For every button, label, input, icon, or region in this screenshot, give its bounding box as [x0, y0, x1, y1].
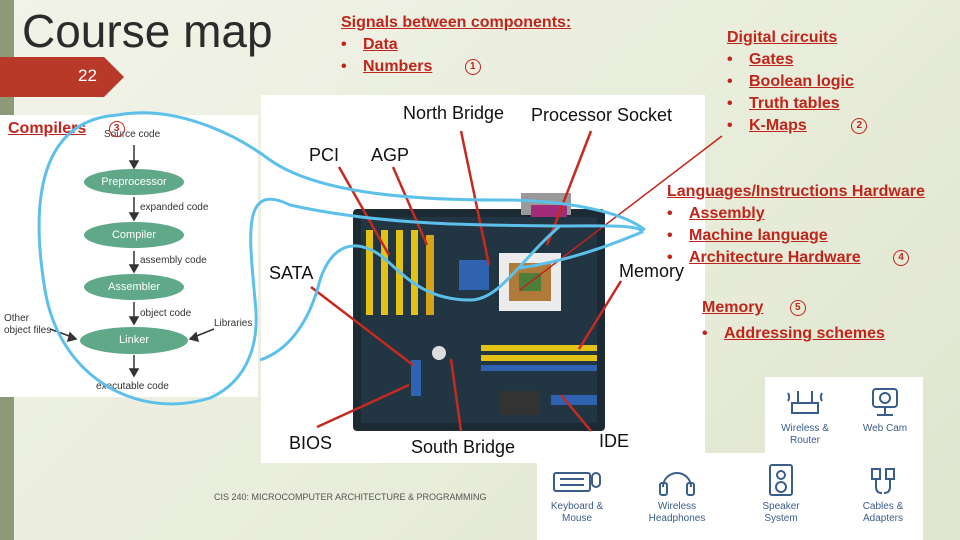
device-keyboard-mouse: Keyboard & Mouse: [541, 463, 613, 525]
digital-pointer-line: [520, 136, 722, 290]
device-headphones: Wireless Headphones: [641, 463, 713, 525]
devices-panel-top: Wireless & Router Web Cam: [765, 377, 923, 453]
device-speaker: Speaker System: [745, 463, 817, 525]
headphones-icon: [657, 463, 697, 497]
speaker-icon: [766, 463, 796, 497]
router-icon: [782, 385, 828, 419]
webcam-icon: [868, 385, 902, 419]
device-cables: Cables & Adapters: [847, 463, 919, 525]
devices-panel-bottom: Keyboard & Mouse Wireless Headphones Spe…: [537, 453, 923, 540]
device-web-cam: Web Cam: [849, 385, 921, 435]
keyboard-icon: [552, 463, 602, 497]
cables-icon: [866, 463, 900, 497]
blue-scribble: [39, 113, 645, 404]
footer-text: CIS 240: MICROCOMPUTER ARCHITECTURE & PR…: [214, 492, 487, 502]
device-wireless-router: Wireless & Router: [769, 385, 841, 447]
